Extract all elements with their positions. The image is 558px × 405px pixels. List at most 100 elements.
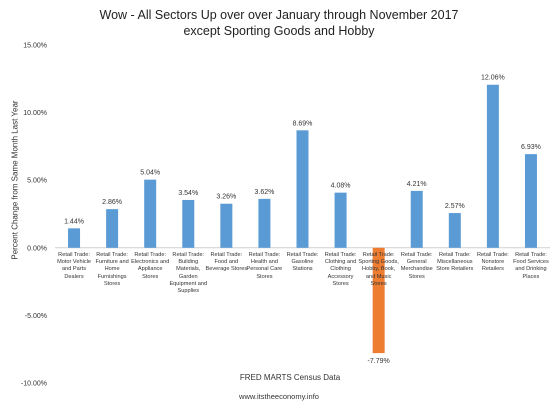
category-label-line: Gasoline <box>291 259 314 266</box>
bar <box>372 247 385 354</box>
y-tick-label: 0.00% <box>27 245 47 252</box>
category-label-line: Stores <box>104 280 121 287</box>
data-label: 12.06% <box>481 75 505 82</box>
category-label-line: Retail Trade: <box>58 251 90 258</box>
category-label-line: Stores <box>408 273 425 280</box>
category-label-line: Beverage Stores <box>205 266 248 273</box>
category-label-line: Places <box>522 273 540 280</box>
category-label-line: Building <box>178 259 199 266</box>
data-label: 5.04% <box>140 170 160 177</box>
category-label-line: Retail Trade: <box>210 251 243 258</box>
category-label: Retail Trade: Food and Beverage Stores <box>201 252 251 274</box>
x-axis-title: FRED MARTS Census Data <box>239 373 341 382</box>
category-label-line: Furniture and <box>95 259 129 266</box>
category-label-line: Sporting Goods, <box>358 259 399 266</box>
category-label-line: Nonstore <box>481 259 505 266</box>
category-label-line: Retailers <box>481 266 504 273</box>
data-label: 2.57% <box>445 203 465 210</box>
category-label: Retail Trade: Food Services and Drinking Pl… <box>506 252 556 281</box>
category-label-line: Retail Trade: <box>438 251 471 258</box>
category-label-line: Retail Trade: <box>172 251 205 258</box>
category-label-line: and Drinking <box>515 266 547 273</box>
chart-subtitle: except Sporting Goods and Hobby <box>183 24 375 38</box>
category-label-line: Retail Trade: <box>286 251 319 258</box>
category-label-line: Store Retailers <box>436 266 474 273</box>
category-label-line: Hobby, Book, <box>362 266 396 273</box>
bar <box>410 190 423 248</box>
source-url: www.itstheeconomy.info <box>239 392 319 401</box>
data-label: 8.69% <box>293 120 313 127</box>
category-label-line: Dealers <box>64 273 84 280</box>
bar <box>182 199 195 248</box>
category-label: Retail Trade: Gasoline Stations <box>278 252 328 274</box>
category-label-line: Retail Trade: <box>477 251 509 258</box>
category-label-line: Accessory <box>327 273 354 280</box>
bar <box>334 192 347 248</box>
category-label-line: Supplies <box>177 288 199 295</box>
category-label-line: Garden <box>178 273 198 280</box>
category-label-line: Stores <box>142 273 159 280</box>
data-label: 1.44% <box>64 218 84 225</box>
category-label-line: Retail Trade: <box>362 251 395 258</box>
category-label: Retail Trade: Clothing and Clothing Accesso… <box>316 252 366 288</box>
category-label-line: Equipment and <box>169 280 208 287</box>
category-label-line: Clothing <box>330 266 351 273</box>
category-label-line: Retail Trade: <box>248 251 281 258</box>
category-label-line: Stations <box>292 266 313 273</box>
category-label: Retail Trade: Electronics and Appliance Sto… <box>125 252 175 281</box>
data-label: 4.08% <box>331 183 351 190</box>
category-label-line: Appliance <box>137 266 163 273</box>
category-label: Retail Trade: Health and Personal Care Stor… <box>239 252 289 281</box>
category-label: Retail Trade: Miscellaneous Store Retailer… <box>430 252 480 274</box>
y-tick-label: -10.00% <box>21 381 47 388</box>
y-tick-label: 5.00% <box>27 178 47 185</box>
category-label: Retail Trade: Furniture and Home Furnishing… <box>87 252 137 288</box>
category-label-line: Clothing and <box>324 259 357 266</box>
category-label-line: Stores <box>370 280 387 287</box>
category-label-line: Retail Trade: <box>134 251 167 258</box>
category-label-line: and Parts <box>62 266 86 273</box>
bar <box>524 154 537 248</box>
category-label-line: and Music <box>365 273 392 280</box>
category-label-line: Stores <box>256 273 273 280</box>
bar <box>296 130 309 248</box>
data-label: 6.93% <box>521 144 541 151</box>
bar <box>448 213 461 248</box>
category-label-line: Materials, <box>176 266 201 273</box>
category-label-line: Retail Trade: <box>515 251 547 258</box>
category-label-line: Retail Trade: <box>96 251 128 258</box>
category-label-line: Home <box>104 266 120 273</box>
y-tick-label: 15.00% <box>23 43 47 50</box>
category-label-line: General <box>406 259 427 266</box>
category-label-line: Personal Care <box>246 266 283 273</box>
category-label-line: Food and <box>214 259 239 266</box>
y-axis-title: Percent Change from Same Month Last Year <box>10 100 20 260</box>
category-label-line: Stores <box>332 280 349 287</box>
category-label-line: Health and <box>250 259 278 266</box>
category-label: Retail Trade: Sporting Goods, Hobby, Book,… <box>354 252 404 288</box>
category-label: Retail Trade: General Merchandise Stores <box>392 252 442 281</box>
bar <box>486 84 499 248</box>
category-label: Retail Trade: Nonstore Retailers <box>468 252 518 274</box>
bar <box>258 198 271 248</box>
category-label-line: Retail Trade: <box>400 251 433 258</box>
category-label-line: Retail Trade: <box>324 251 357 258</box>
chart-title: Wow - All Sectors Up over over January t… <box>99 8 459 22</box>
category-label-line: Miscellaneous <box>437 259 473 266</box>
y-tick-label: -5.00% <box>25 313 47 320</box>
data-label: 3.54% <box>178 190 198 197</box>
data-label: 4.21% <box>407 181 427 188</box>
bar <box>144 179 157 248</box>
data-label: 3.62% <box>254 189 274 196</box>
data-label: 2.86% <box>102 199 122 206</box>
category-label-line: Merchandise <box>400 266 433 273</box>
bar <box>106 209 119 248</box>
data-label: -7.79% <box>368 358 390 365</box>
category-label-line: Motor Vehicle <box>57 259 91 266</box>
category-label-line: Furnishings <box>97 273 127 280</box>
bar <box>220 203 233 248</box>
y-tick-label: 10.00% <box>23 110 47 117</box>
category-label: Retail Trade: Motor Vehicle and Parts Deale… <box>49 252 99 281</box>
